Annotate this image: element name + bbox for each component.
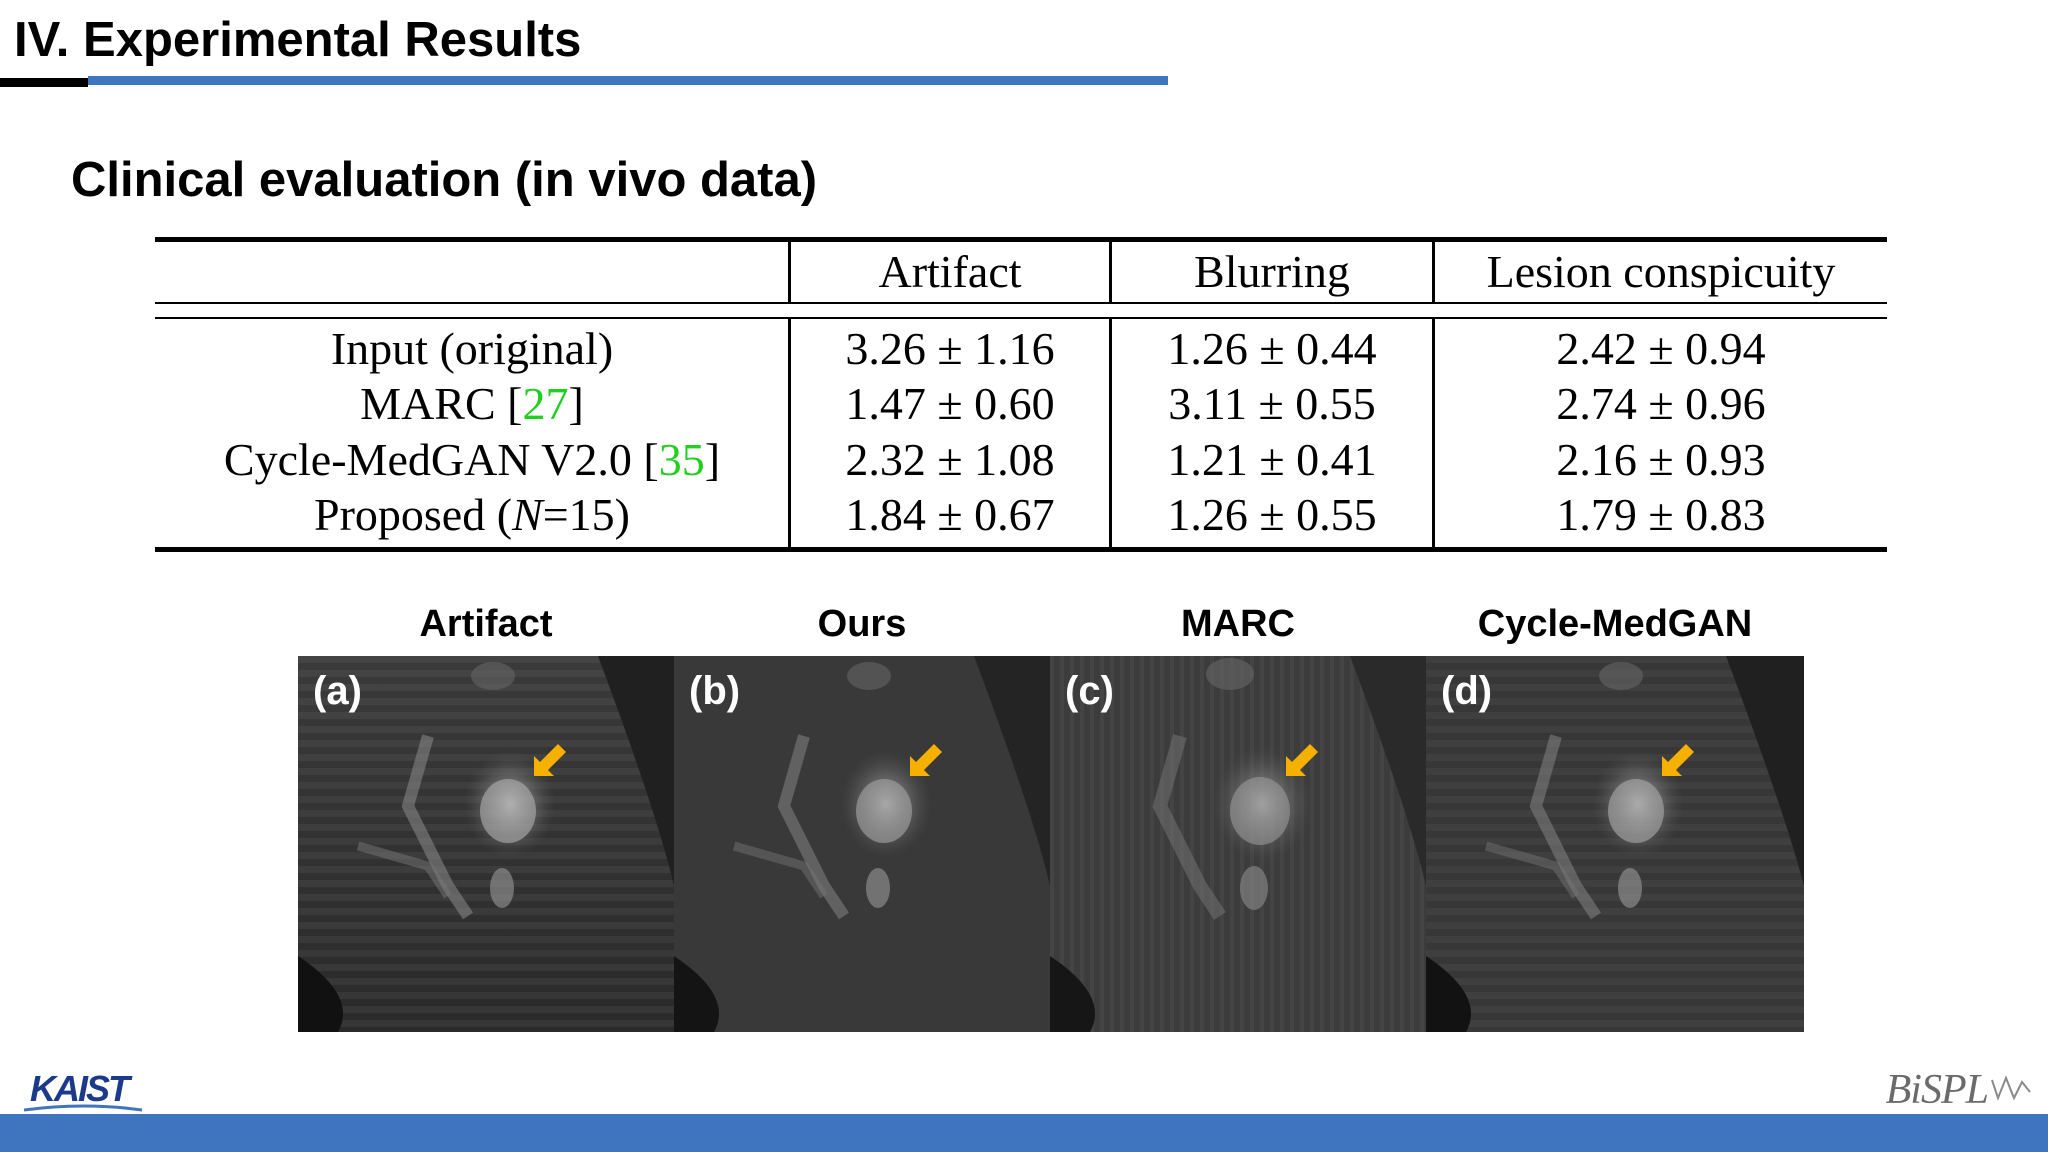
panel-tag: (b) (689, 669, 741, 713)
ct-panel-c: (c) (1050, 656, 1426, 1032)
table-header-rule-1 (155, 302, 1887, 304)
panel-tag: (a) (313, 669, 362, 713)
arrow-icon (534, 744, 566, 776)
citation-link[interactable]: 27 (522, 378, 569, 429)
arrow-icon (1662, 744, 1694, 776)
ct-image-panels: (a) (b) (298, 656, 1804, 1032)
table-col-divider (1432, 319, 1435, 547)
ct-scan-image (1050, 656, 1426, 1032)
column-header-blurring: Blurring (1194, 246, 1350, 297)
panel-tag: (d) (1441, 669, 1493, 713)
column-header-artifact: Artifact (878, 246, 1022, 297)
row-label: Proposed (N=15) (314, 489, 630, 540)
ct-scan-image (1426, 656, 1804, 1032)
table-cell: 1.79 ± 0.83 (1556, 489, 1766, 540)
row-label: MARC [27] (360, 378, 584, 429)
table-cell: 2.42 ± 0.94 (1556, 323, 1766, 374)
table-cell: 3.11 ± 0.55 (1168, 378, 1376, 429)
figure-column-label: MARC (1181, 603, 1295, 645)
title-underline-black (0, 78, 88, 87)
title-underline-blue (88, 76, 1168, 85)
slide-title: IV. Experimental Results (14, 13, 582, 67)
table-cell: 3.26 ± 1.16 (845, 323, 1055, 374)
arrow-icon (910, 744, 942, 776)
bispl-logo: BiSPL (1885, 1067, 1989, 1113)
table-top-rule (155, 237, 1887, 242)
figure-column-label: Cycle-MedGAN (1477, 603, 1753, 645)
table-cell: 1.26 ± 0.44 (1167, 323, 1377, 374)
ct-scan-image (674, 656, 1050, 1032)
kaist-swoosh-icon (24, 1104, 143, 1112)
footer-bar (0, 1114, 2048, 1152)
table-header-rule-2 (155, 317, 1887, 319)
section-subtitle: Clinical evaluation (in vivo data) (71, 153, 818, 207)
waveform-icon (1991, 1075, 2031, 1101)
table-col-divider (1432, 242, 1435, 302)
table-col-divider (788, 319, 791, 547)
ct-panel-a: (a) (298, 656, 674, 1032)
ct-scan-image (298, 656, 674, 1032)
row-label: Input (original) (330, 323, 614, 374)
ct-panel-d: (d) (1426, 656, 1804, 1032)
table-cell: 1.84 ± 0.67 (845, 489, 1055, 540)
table-bottom-rule (155, 547, 1887, 552)
citation-link[interactable]: 35 (658, 434, 705, 485)
table-cell: 1.26 ± 0.55 (1167, 489, 1377, 540)
kaist-logo: KAIST (30, 1068, 130, 1109)
table-cell: 2.16 ± 0.93 (1556, 434, 1766, 485)
table-cell: 1.21 ± 0.41 (1167, 434, 1377, 485)
figure-column-label: Artifact (419, 603, 553, 645)
row-label: Cycle-MedGAN V2.0 [35] (223, 434, 721, 485)
table-col-divider (1109, 242, 1112, 302)
ct-panel-b: (b) (674, 656, 1050, 1032)
table-col-divider (1109, 319, 1112, 547)
figure-column-label: Ours (817, 603, 907, 645)
table-cell: 2.32 ± 1.08 (845, 434, 1055, 485)
panel-tag: (c) (1065, 669, 1114, 713)
table-cell: 1.47 ± 0.60 (845, 378, 1055, 429)
table-col-divider (788, 242, 791, 302)
arrow-icon (1286, 744, 1318, 776)
table-cell: 2.74 ± 0.96 (1556, 378, 1766, 429)
results-table: Artifact Blurring Lesion conspicuity Inp… (155, 237, 1887, 555)
column-header-lesion-conspicuity: Lesion conspicuity (1486, 246, 1836, 297)
